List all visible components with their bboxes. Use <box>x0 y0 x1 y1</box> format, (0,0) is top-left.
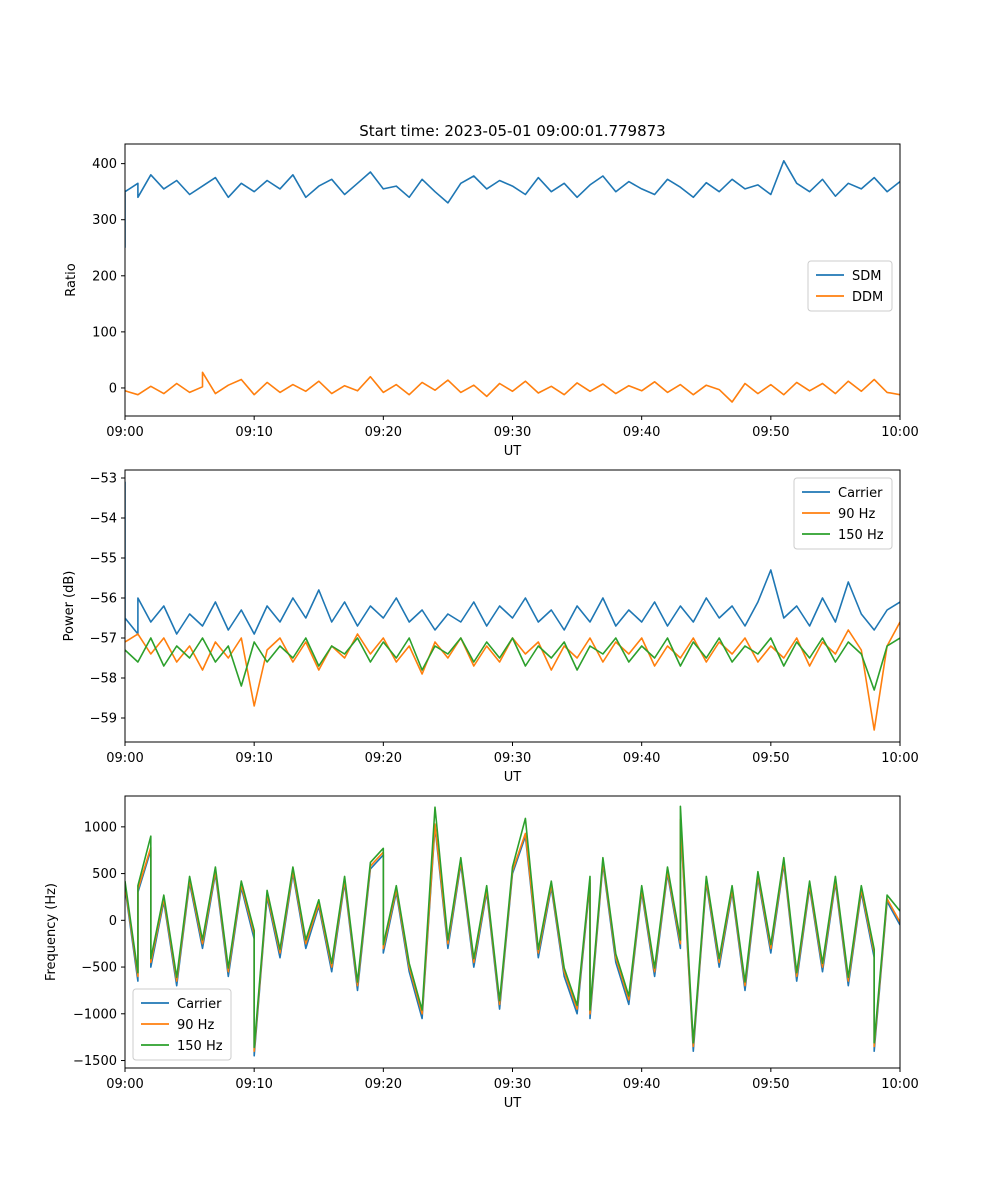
y-tick-label: −1500 <box>73 1054 117 1069</box>
frequency-chart: 09:00 09:10 09:20 09:30 09:40 09:50 10:00 1000 5… <box>44 795 919 1111</box>
x-tick-label: 10:00 <box>881 425 918 440</box>
y-tick-label: −58 <box>90 672 117 687</box>
y-tick-label: 400 <box>92 157 117 172</box>
y-axis-label: Frequency (Hz) <box>44 883 59 981</box>
x-tick-label: 09:20 <box>365 425 402 440</box>
series-line-90-hz <box>125 818 900 1052</box>
x-tick-label: 09:50 <box>752 425 789 440</box>
legend-box <box>132 988 232 1061</box>
x-tick-label: 10:00 <box>881 751 918 766</box>
legend-label: 150 Hz <box>177 1039 223 1054</box>
y-tick-label: −56 <box>90 592 117 607</box>
x-tick-label: 09:40 <box>623 751 660 766</box>
y-tick-label: 200 <box>92 269 117 284</box>
legend: SDM DDM <box>807 260 893 312</box>
y-tick-label: −59 <box>90 712 117 727</box>
series-line-150-hz <box>125 637 900 691</box>
legend-label: Carrier <box>177 997 222 1012</box>
x-axis-label: UT <box>504 770 522 785</box>
y-tick-label: 0 <box>109 914 117 929</box>
x-tick-label: 09:00 <box>106 425 143 440</box>
x-tick-label: 09:50 <box>752 1077 789 1092</box>
legend-label: 90 Hz <box>177 1018 214 1033</box>
power-chart: 09:00 09:10 09:20 09:30 09:40 09:50 10:00 −53 −5… <box>62 469 919 785</box>
x-tick-label: 09:30 <box>494 751 531 766</box>
y-axis-label: Ratio <box>64 263 79 296</box>
x-tick-label: 09:10 <box>235 425 272 440</box>
x-tick-label: 09:10 <box>235 751 272 766</box>
legend: Carrier 90 Hz 150 Hz <box>132 988 232 1061</box>
x-tick-label: 09:10 <box>235 1077 272 1092</box>
x-tick-label: 09:00 <box>106 751 143 766</box>
x-tick-label: 09:50 <box>752 751 789 766</box>
y-tick-label: 0 <box>109 381 117 396</box>
y-tick-label: −54 <box>90 512 117 527</box>
x-tick-label: 09:30 <box>494 425 531 440</box>
legend-label: 150 Hz <box>838 528 884 543</box>
legend-label: 90 Hz <box>838 507 875 522</box>
y-tick-label: −500 <box>81 961 117 976</box>
x-tick-label: 09:40 <box>623 425 660 440</box>
legend-box <box>793 477 893 550</box>
x-axis-label: UT <box>504 444 522 459</box>
x-tick-label: 09:30 <box>494 1077 531 1092</box>
legend: Carrier 90 Hz 150 Hz <box>793 477 893 550</box>
series-line-ddm <box>125 371 900 403</box>
y-axis-label: Power (dB) <box>62 571 77 642</box>
legend-label: DDM <box>852 290 883 305</box>
legend-label: Carrier <box>838 486 883 501</box>
x-axis-label: UT <box>504 1096 522 1111</box>
y-tick-label: −57 <box>90 632 117 647</box>
y-tick-label: −1000 <box>73 1007 117 1022</box>
y-tick-label: −55 <box>90 552 117 567</box>
x-tick-label: 10:00 <box>881 1077 918 1092</box>
x-tick-label: 09:20 <box>365 751 402 766</box>
y-tick-label: 1000 <box>84 820 117 835</box>
x-tick-label: 09:40 <box>623 1077 660 1092</box>
x-tick-label: 09:20 <box>365 1077 402 1092</box>
y-tick-label: −53 <box>90 472 117 487</box>
plot-frame <box>124 795 901 1069</box>
legend-label: SDM <box>852 269 881 284</box>
ratio-chart: Start time: 2023-05-01 09:00:01.779873 09… <box>64 122 919 459</box>
plot-frame <box>124 469 901 743</box>
plot-frame <box>124 143 901 417</box>
legend-box <box>807 260 893 312</box>
series-line-sdm <box>125 160 900 248</box>
x-tick-label: 09:00 <box>106 1077 143 1092</box>
series-line-150-hz <box>125 805 900 1049</box>
y-tick-label: 100 <box>92 325 117 340</box>
series-line-carrier <box>125 481 900 635</box>
y-tick-label: 500 <box>92 867 117 882</box>
y-tick-label: 300 <box>92 213 117 228</box>
chart-title: Start time: 2023-05-01 09:00:01.779873 <box>359 122 665 140</box>
